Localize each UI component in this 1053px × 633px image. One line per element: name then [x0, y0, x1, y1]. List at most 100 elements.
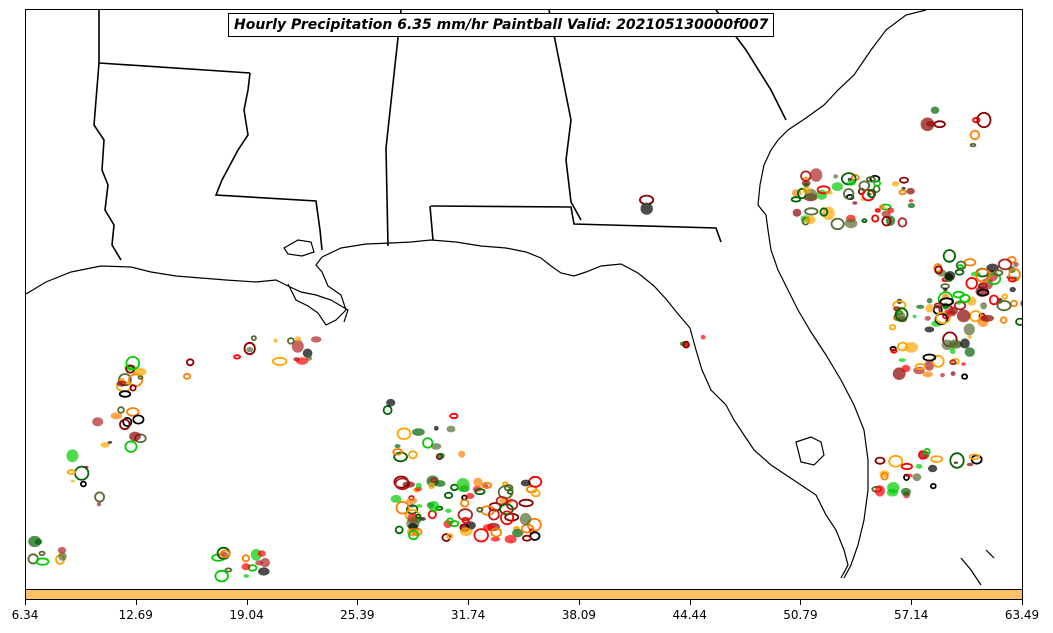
colorbar-tick — [578, 600, 580, 605]
paintball-blob — [390, 494, 402, 503]
paintball-blob — [84, 465, 89, 469]
state-borders — [93, 10, 787, 261]
paintball-blob — [476, 506, 484, 513]
paintball-blob — [959, 293, 971, 303]
map-title: Hourly Precipitation 6.35 mm/hr Paintbal… — [228, 13, 775, 37]
paintball-blob — [1008, 267, 1021, 281]
paintball-blob — [900, 462, 914, 471]
map-canvas — [26, 10, 1023, 586]
colorbar-tick-label: 44.44 — [672, 608, 707, 622]
paintball-blob — [819, 207, 829, 217]
paintball-blob — [446, 533, 454, 540]
paintball-blob — [964, 347, 975, 357]
paintball-blob — [940, 373, 945, 378]
colorbar-tick — [689, 600, 691, 605]
paintball-blob — [406, 497, 418, 504]
paintball-blob — [926, 297, 933, 304]
paintball-blob — [110, 412, 123, 420]
paintball-blob — [897, 341, 909, 352]
paintball-blob — [906, 187, 915, 195]
paintball-blob — [682, 340, 690, 349]
colorbar — [25, 589, 1023, 600]
paintball-blob — [1010, 299, 1018, 308]
paintball-blob — [907, 202, 916, 209]
paintball-blob — [70, 479, 76, 483]
colorbar-tick-label: 38.09 — [561, 608, 597, 622]
paintball-blob — [250, 335, 257, 342]
paintball-blob — [997, 258, 1013, 271]
paintball-blob — [129, 431, 141, 442]
paintball-blob — [512, 528, 524, 538]
paintball-blob — [519, 512, 532, 526]
paintball-blob — [889, 346, 897, 352]
paintball-blob — [894, 307, 909, 322]
arkansas-louisiana-border — [98, 62, 251, 74]
paintball-blob — [394, 444, 401, 449]
paintball-blob — [129, 384, 137, 392]
paintball-blob — [1009, 286, 1016, 293]
paintball-blob — [901, 364, 911, 373]
paintball-blob — [822, 206, 835, 221]
paintball-blob — [504, 484, 514, 492]
colorbar-tick — [1022, 600, 1023, 605]
paintball-blob — [185, 358, 195, 367]
paintball-blob — [518, 498, 534, 508]
paintball-blob — [792, 208, 802, 217]
paintball-blob — [852, 201, 858, 205]
paintball-blob — [905, 473, 913, 478]
paintball-blob — [1013, 261, 1019, 267]
paintball-blob — [988, 294, 999, 306]
paintball-blob — [924, 326, 935, 333]
paintball-blob — [428, 500, 440, 513]
paintball-blob — [416, 504, 423, 508]
paintball-blob — [392, 448, 404, 456]
paintball-blob — [495, 496, 508, 506]
gulf-coast-ms-al — [321, 239, 691, 329]
paintball-blob — [956, 300, 962, 305]
paintball-blob — [791, 189, 802, 197]
paintball-blob — [116, 380, 127, 387]
paintball-blob — [844, 218, 858, 229]
paintball-blob — [243, 574, 249, 578]
paintball-blob — [499, 510, 514, 526]
paintball-blob — [74, 465, 90, 481]
lake-okeechobee — [795, 436, 825, 466]
paintball-blob — [874, 208, 881, 213]
paintball-blob — [461, 516, 470, 524]
paintball-blob — [224, 567, 233, 573]
georgia-carolina-coast — [757, 10, 927, 206]
paintball-blob — [888, 454, 904, 468]
paintball-blob — [887, 207, 895, 214]
paintball-blob — [502, 481, 509, 487]
paintball-blob — [434, 480, 446, 487]
paintball-blob — [437, 452, 445, 459]
paintball-blob — [804, 207, 819, 216]
paintball-blob — [408, 523, 418, 530]
paintball-blob — [805, 215, 816, 225]
paintball-blob — [117, 406, 125, 414]
precipitation-paintballs — [27, 106, 1023, 583]
paintball-blob — [955, 260, 967, 271]
paintball-blob — [271, 356, 288, 366]
paintball-blob — [908, 199, 914, 203]
paintball-blob — [490, 536, 501, 542]
paintball-blob — [643, 202, 650, 206]
paintball-blob — [505, 499, 519, 511]
paintball-blob — [521, 534, 532, 542]
alabama-florida-border — [430, 205, 722, 243]
paintball-blob — [880, 472, 889, 481]
paintball-blob — [830, 217, 845, 231]
colorbar-tick-label: 57.14 — [894, 608, 929, 622]
colorbar-tick-label: 19.04 — [229, 608, 264, 622]
paintball-blob — [993, 269, 1004, 277]
map-panel — [25, 9, 1023, 590]
paintball-blob — [953, 461, 959, 464]
paintball-blob — [640, 202, 653, 215]
paintball-blob — [1022, 258, 1023, 268]
florida-east-coast — [757, 204, 869, 579]
alabama-georgia-border — [548, 10, 582, 221]
coastline — [26, 10, 995, 586]
paintball-blob — [700, 334, 706, 340]
paintball-blob — [887, 482, 900, 494]
mississippi-alabama-border — [385, 10, 402, 247]
